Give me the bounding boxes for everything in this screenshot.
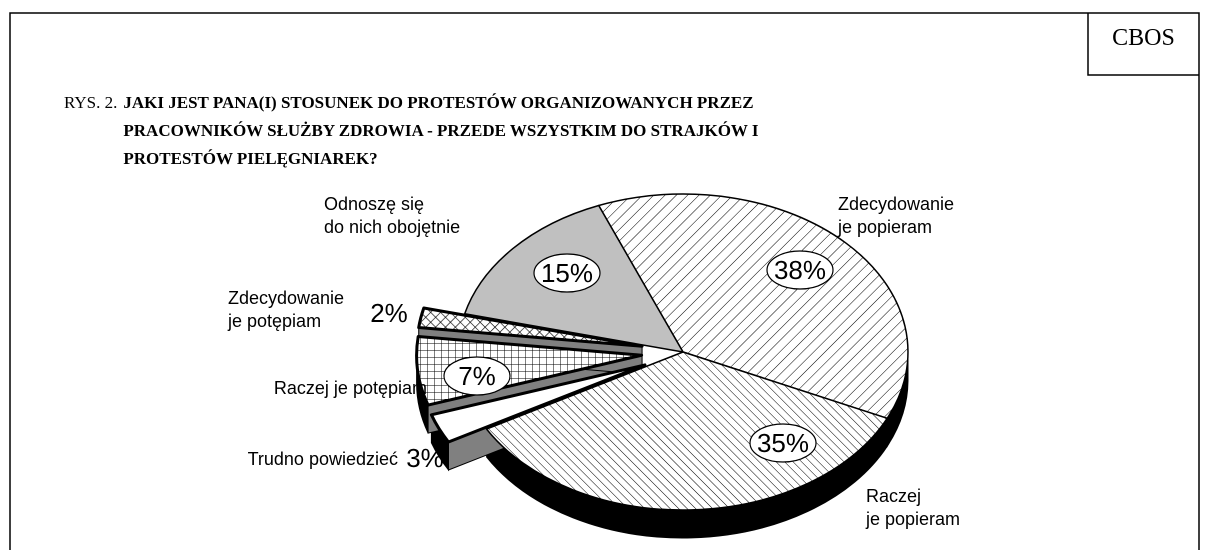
value-label-box — [443, 356, 511, 396]
value-label-box — [533, 253, 601, 293]
pie-slice — [485, 351, 888, 511]
value-label: 35% — [757, 428, 809, 458]
category-label: Zdecydowanie je potępiam — [228, 288, 345, 331]
value-label: 3% — [406, 443, 444, 473]
title-text: JAKI JEST PANA(I) STOSUNEK DO PROTESTÓW … — [123, 93, 759, 168]
pie-slice — [597, 193, 909, 420]
value-label: 2% — [370, 298, 408, 328]
value-label-box — [749, 423, 817, 463]
category-label: Trudno powiedzieć — [247, 449, 398, 469]
pie-slice — [429, 363, 647, 444]
figure-number: RYS. 2. — [64, 93, 118, 112]
source: CBOS — [1112, 25, 1175, 51]
frame — [9, 12, 1200, 550]
chart-title: RYS. 2. JAKI JEST PANA(I) STOSUNEK DO PR… — [64, 89, 853, 173]
category-label: Odnoszę się do nich obojętnie — [324, 194, 461, 237]
value-label: 7% — [458, 361, 496, 391]
value-label: 38% — [774, 255, 826, 285]
value-label: 15% — [541, 258, 593, 288]
category-label: Raczej je popieram — [866, 486, 961, 529]
category-label: Raczej je potępiam — [273, 378, 427, 398]
category-label: Zdecydowanie je popieram — [838, 194, 955, 237]
value-label-box — [766, 250, 834, 290]
pie-slice — [417, 306, 644, 348]
